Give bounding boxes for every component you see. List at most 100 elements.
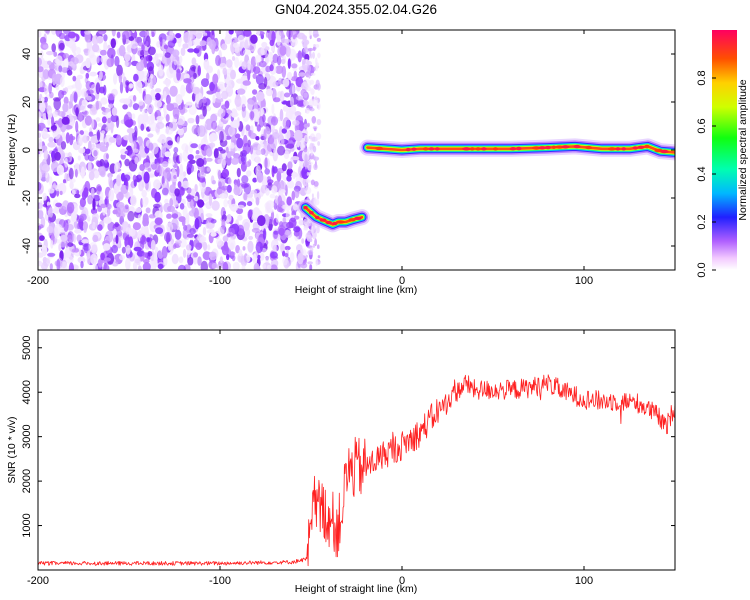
noise-speckle	[257, 144, 261, 152]
noise-speckle	[139, 30, 148, 38]
noise-speckle	[269, 64, 274, 72]
signal-peak-blob	[644, 144, 650, 149]
noise-speckle	[252, 177, 258, 183]
noise-speckle	[161, 175, 165, 186]
noise-speckle	[154, 88, 162, 93]
noise-speckle	[234, 95, 242, 107]
noise-speckle	[265, 200, 275, 209]
x-tick-label: -100	[209, 275, 231, 287]
noise-speckle	[63, 53, 70, 59]
noise-speckle	[219, 130, 224, 143]
noise-speckle	[255, 74, 264, 85]
noise-speckle	[282, 217, 286, 222]
noise-speckle	[97, 166, 106, 176]
noise-speckle	[105, 230, 114, 243]
noise-speckle	[219, 193, 228, 199]
signal-peak-blob	[493, 147, 498, 151]
noise-speckle	[78, 147, 86, 154]
noise-speckle	[271, 132, 280, 140]
noise-speckle	[250, 189, 258, 195]
noise-speckle	[303, 147, 308, 153]
noise-speckle	[67, 234, 73, 242]
noise-speckle	[167, 205, 175, 212]
noise-speckle	[294, 188, 300, 199]
noise-speckle	[245, 124, 251, 131]
noise-speckle	[113, 73, 118, 85]
noise-speckle	[297, 99, 305, 107]
noise-speckle	[137, 214, 142, 221]
noise-speckle	[306, 60, 312, 66]
noise-speckle	[46, 226, 54, 234]
snr-series-line	[38, 374, 675, 567]
noise-speckle	[41, 145, 48, 151]
signal-peak-blob	[537, 146, 547, 150]
signal-peak-blob	[325, 220, 332, 225]
noise-speckle	[102, 243, 111, 251]
noise-speckle	[221, 244, 229, 256]
noise-speckle	[71, 211, 77, 223]
noise-speckle	[106, 58, 114, 68]
noise-speckle	[81, 99, 88, 107]
noise-speckle	[277, 195, 283, 207]
noise-speckle	[161, 187, 169, 196]
noise-speckle	[143, 171, 150, 184]
noise-speckle	[305, 232, 312, 240]
noise-speckle	[276, 171, 282, 182]
noise-speckle	[252, 253, 257, 264]
noise-speckle	[89, 107, 98, 116]
noise-speckle	[180, 47, 186, 56]
noise-speckle	[193, 195, 199, 202]
noise-speckle	[114, 221, 119, 228]
noise-speckle	[310, 72, 316, 76]
noise-speckle	[219, 62, 227, 70]
noise-speckle	[307, 261, 313, 265]
noise-speckle	[53, 51, 58, 57]
noise-speckle	[148, 32, 152, 37]
noise-speckle	[257, 172, 264, 183]
noise-speckle	[176, 120, 184, 125]
noise-speckle	[84, 153, 90, 161]
noise-speckle	[161, 55, 166, 64]
noise-speckle	[177, 181, 182, 189]
noise-speckle	[38, 70, 43, 78]
noise-speckle	[90, 207, 98, 215]
noise-speckle	[270, 116, 279, 126]
noise-speckle	[270, 251, 278, 259]
noise-speckle	[104, 257, 111, 262]
signal-peak-blob	[319, 218, 327, 222]
noise-speckle	[165, 114, 170, 122]
noise-speckle	[110, 38, 117, 49]
noise-speckle	[247, 59, 251, 72]
noise-speckle	[166, 67, 175, 79]
noise-speckle	[306, 171, 310, 176]
noise-speckle	[317, 141, 320, 146]
noise-speckle	[124, 150, 133, 155]
noise-speckle	[195, 45, 202, 50]
colorbar: 0.0 0.2 0.4 0.6 0.8 Normalized spectral ampl…	[696, 30, 749, 278]
noise-speckle	[71, 248, 80, 253]
noise-speckle	[312, 243, 316, 248]
noise-speckle	[172, 152, 179, 164]
signal-peak-blob	[615, 147, 621, 151]
noise-speckle	[281, 163, 287, 172]
noise-speckle	[52, 111, 59, 118]
noise-speckle	[203, 58, 210, 70]
noise-speckle	[167, 140, 173, 146]
noise-speckle	[67, 40, 76, 49]
noise-speckle	[292, 170, 296, 180]
noise-speckle	[89, 71, 97, 77]
noise-speckle	[61, 90, 67, 96]
noise-speckle	[157, 249, 164, 259]
noise-speckle	[312, 46, 316, 52]
noise-speckle	[225, 146, 229, 154]
noise-speckle	[221, 43, 228, 51]
noise-speckle	[111, 30, 116, 37]
noise-speckle	[252, 73, 257, 79]
noise-speckle	[311, 193, 314, 199]
noise-speckle	[280, 189, 286, 194]
noise-speckle	[222, 235, 229, 242]
noise-speckle	[60, 141, 67, 150]
noise-speckle	[47, 216, 52, 224]
noise-speckle	[95, 100, 99, 111]
noise-speckle	[51, 150, 56, 160]
